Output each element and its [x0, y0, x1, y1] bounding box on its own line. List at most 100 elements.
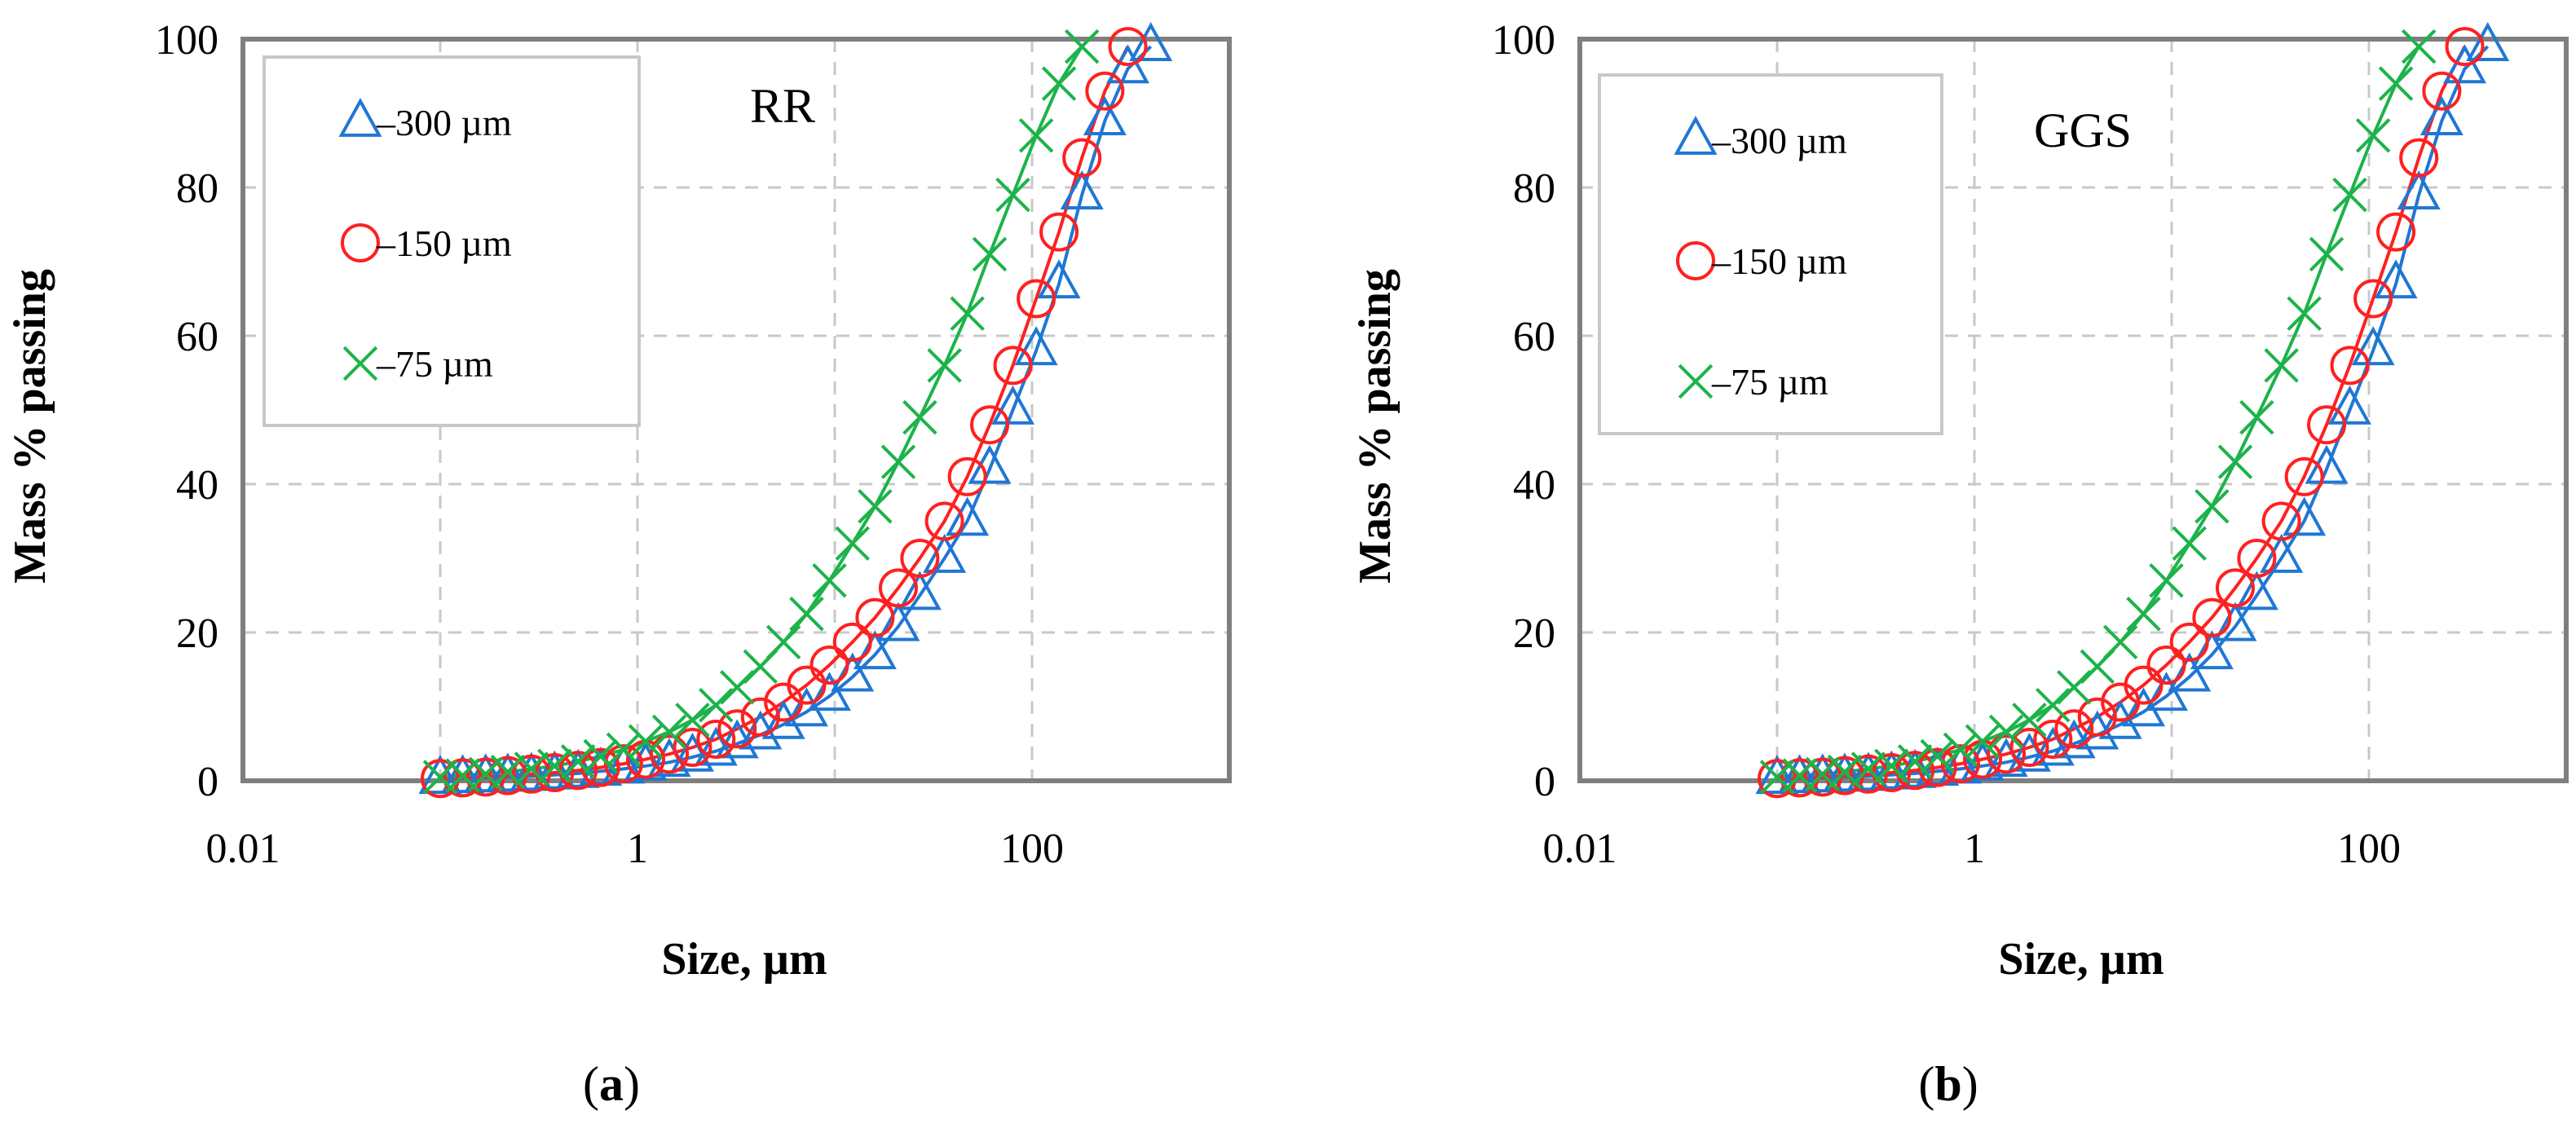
data-point-x	[2036, 687, 2071, 723]
data-point-triangle	[2098, 699, 2142, 739]
data-point-circle	[970, 405, 1010, 445]
data-point-x	[2332, 177, 2367, 213]
panel-caption: (b)	[1918, 1057, 1978, 1111]
data-point-x	[789, 597, 824, 632]
y-tick-label: 80	[176, 165, 218, 212]
data-point-circle	[2077, 697, 2117, 737]
chart-panel-b: 0 20 40 60 80 100 0.01 1 100 Size, µm Mass % passi…	[1350, 17, 2569, 1111]
data-point-circle	[2307, 405, 2347, 445]
data-point-triangle	[1037, 259, 1081, 299]
data-point-circle	[603, 744, 643, 784]
legend-label: –300 µm	[1711, 120, 1847, 161]
data-point-circle	[2054, 709, 2094, 749]
data-point-circle	[673, 728, 712, 768]
data-point-circle	[787, 665, 827, 705]
y-tick-label: 0	[197, 759, 218, 805]
series-markers-x	[1759, 29, 2437, 795]
data-point-circle	[1039, 212, 1079, 252]
data-point-circle	[1017, 279, 1056, 319]
legend-label: –150 µm	[376, 223, 512, 264]
data-point-x	[2126, 597, 2161, 632]
legend: –300 µm –150 µm –75 µm	[1598, 73, 1943, 435]
x-tick-label: 1	[1964, 826, 1985, 872]
data-point-triangle	[1801, 753, 1845, 793]
panel-title: RR	[750, 79, 815, 133]
x-tick-label: 0.01	[1543, 826, 1617, 872]
data-point-circle	[2033, 720, 2073, 760]
data-point-x	[2102, 624, 2138, 660]
data-point-triangle	[2190, 630, 2234, 670]
data-point-x	[537, 748, 572, 784]
legend-label: –150 µm	[1711, 240, 1847, 282]
y-tick-label: 80	[1513, 165, 1555, 212]
data-point-circle	[696, 720, 736, 760]
data-point-x	[1897, 744, 1933, 779]
legend: –300 µm –150 µm –75 µm	[262, 55, 641, 427]
legend-box	[1598, 73, 1943, 435]
data-point-circle	[2330, 346, 2370, 386]
y-tick-label: 20	[1513, 610, 1555, 657]
data-point-x	[720, 670, 755, 705]
data-point-x	[2239, 399, 2274, 435]
legend-marker-x	[342, 346, 378, 381]
data-point-x	[2287, 296, 2322, 331]
data-point-x	[2401, 29, 2437, 64]
data-point-x	[1920, 738, 1955, 774]
legend-marker-circle	[1676, 241, 1715, 280]
data-point-circle	[1940, 744, 1980, 784]
data-point-x	[812, 563, 847, 598]
data-point-x	[2057, 670, 2092, 705]
data-point-x	[1041, 66, 1077, 101]
data-point-triangle	[2374, 259, 2418, 299]
data-point-triangle	[761, 699, 805, 739]
series-markers-x	[422, 29, 1100, 795]
data-point-circle	[2237, 539, 2277, 578]
data-point-x	[880, 444, 916, 479]
data-point-circle	[993, 346, 1033, 386]
data-point-circle	[947, 456, 987, 496]
y-tick-label: 40	[176, 462, 218, 509]
data-point-circle	[2215, 568, 2255, 608]
y-tick-label: 100	[155, 17, 218, 64]
data-point-triangle	[1083, 96, 1127, 135]
data-point-circle	[1062, 138, 1102, 178]
plot-area-frame	[240, 37, 1232, 783]
data-point-x	[1965, 724, 2000, 759]
data-point-x	[1943, 732, 1978, 767]
y-tick-label: 60	[176, 314, 218, 360]
data-point-circle	[878, 568, 918, 608]
x-axis-label: Size, µm	[661, 934, 827, 985]
y-tick-label: 100	[1492, 17, 1555, 64]
series-line-triangle	[1776, 45, 2490, 782]
data-point-x	[950, 296, 985, 331]
data-point-triangle	[1014, 326, 1058, 366]
data-point-x	[902, 399, 937, 435]
data-point-triangle	[1129, 22, 1173, 61]
data-point-circle	[2146, 646, 2186, 685]
data-point-circle	[2192, 597, 2232, 637]
data-point-triangle	[2234, 571, 2278, 610]
data-point-triangle	[876, 601, 920, 641]
data-point-circle	[650, 734, 690, 774]
data-point-circle	[900, 539, 940, 578]
data-point-x	[2172, 526, 2207, 562]
x-tick-label: 0.01	[206, 826, 280, 872]
data-point-x	[560, 744, 596, 779]
data-point-x	[2217, 444, 2253, 479]
data-point-circle	[1085, 71, 1125, 111]
data-point-x	[1988, 714, 2024, 750]
data-point-triangle	[2397, 170, 2441, 209]
legend-marker-x	[1678, 364, 1714, 399]
x-tick-label: 100	[2337, 826, 2401, 872]
data-point-triangle	[923, 533, 967, 573]
data-point-x	[628, 724, 664, 759]
panel-title: GGS	[2034, 104, 2132, 157]
data-point-triangle	[831, 652, 875, 692]
data-point-triangle	[898, 571, 942, 610]
legend-label: –300 µm	[376, 102, 512, 143]
y-axis-label: Mass % passing	[1350, 269, 1400, 584]
data-point-x	[1064, 29, 1100, 64]
data-point-circle	[2169, 622, 2209, 662]
data-point-circle	[1987, 734, 2027, 774]
